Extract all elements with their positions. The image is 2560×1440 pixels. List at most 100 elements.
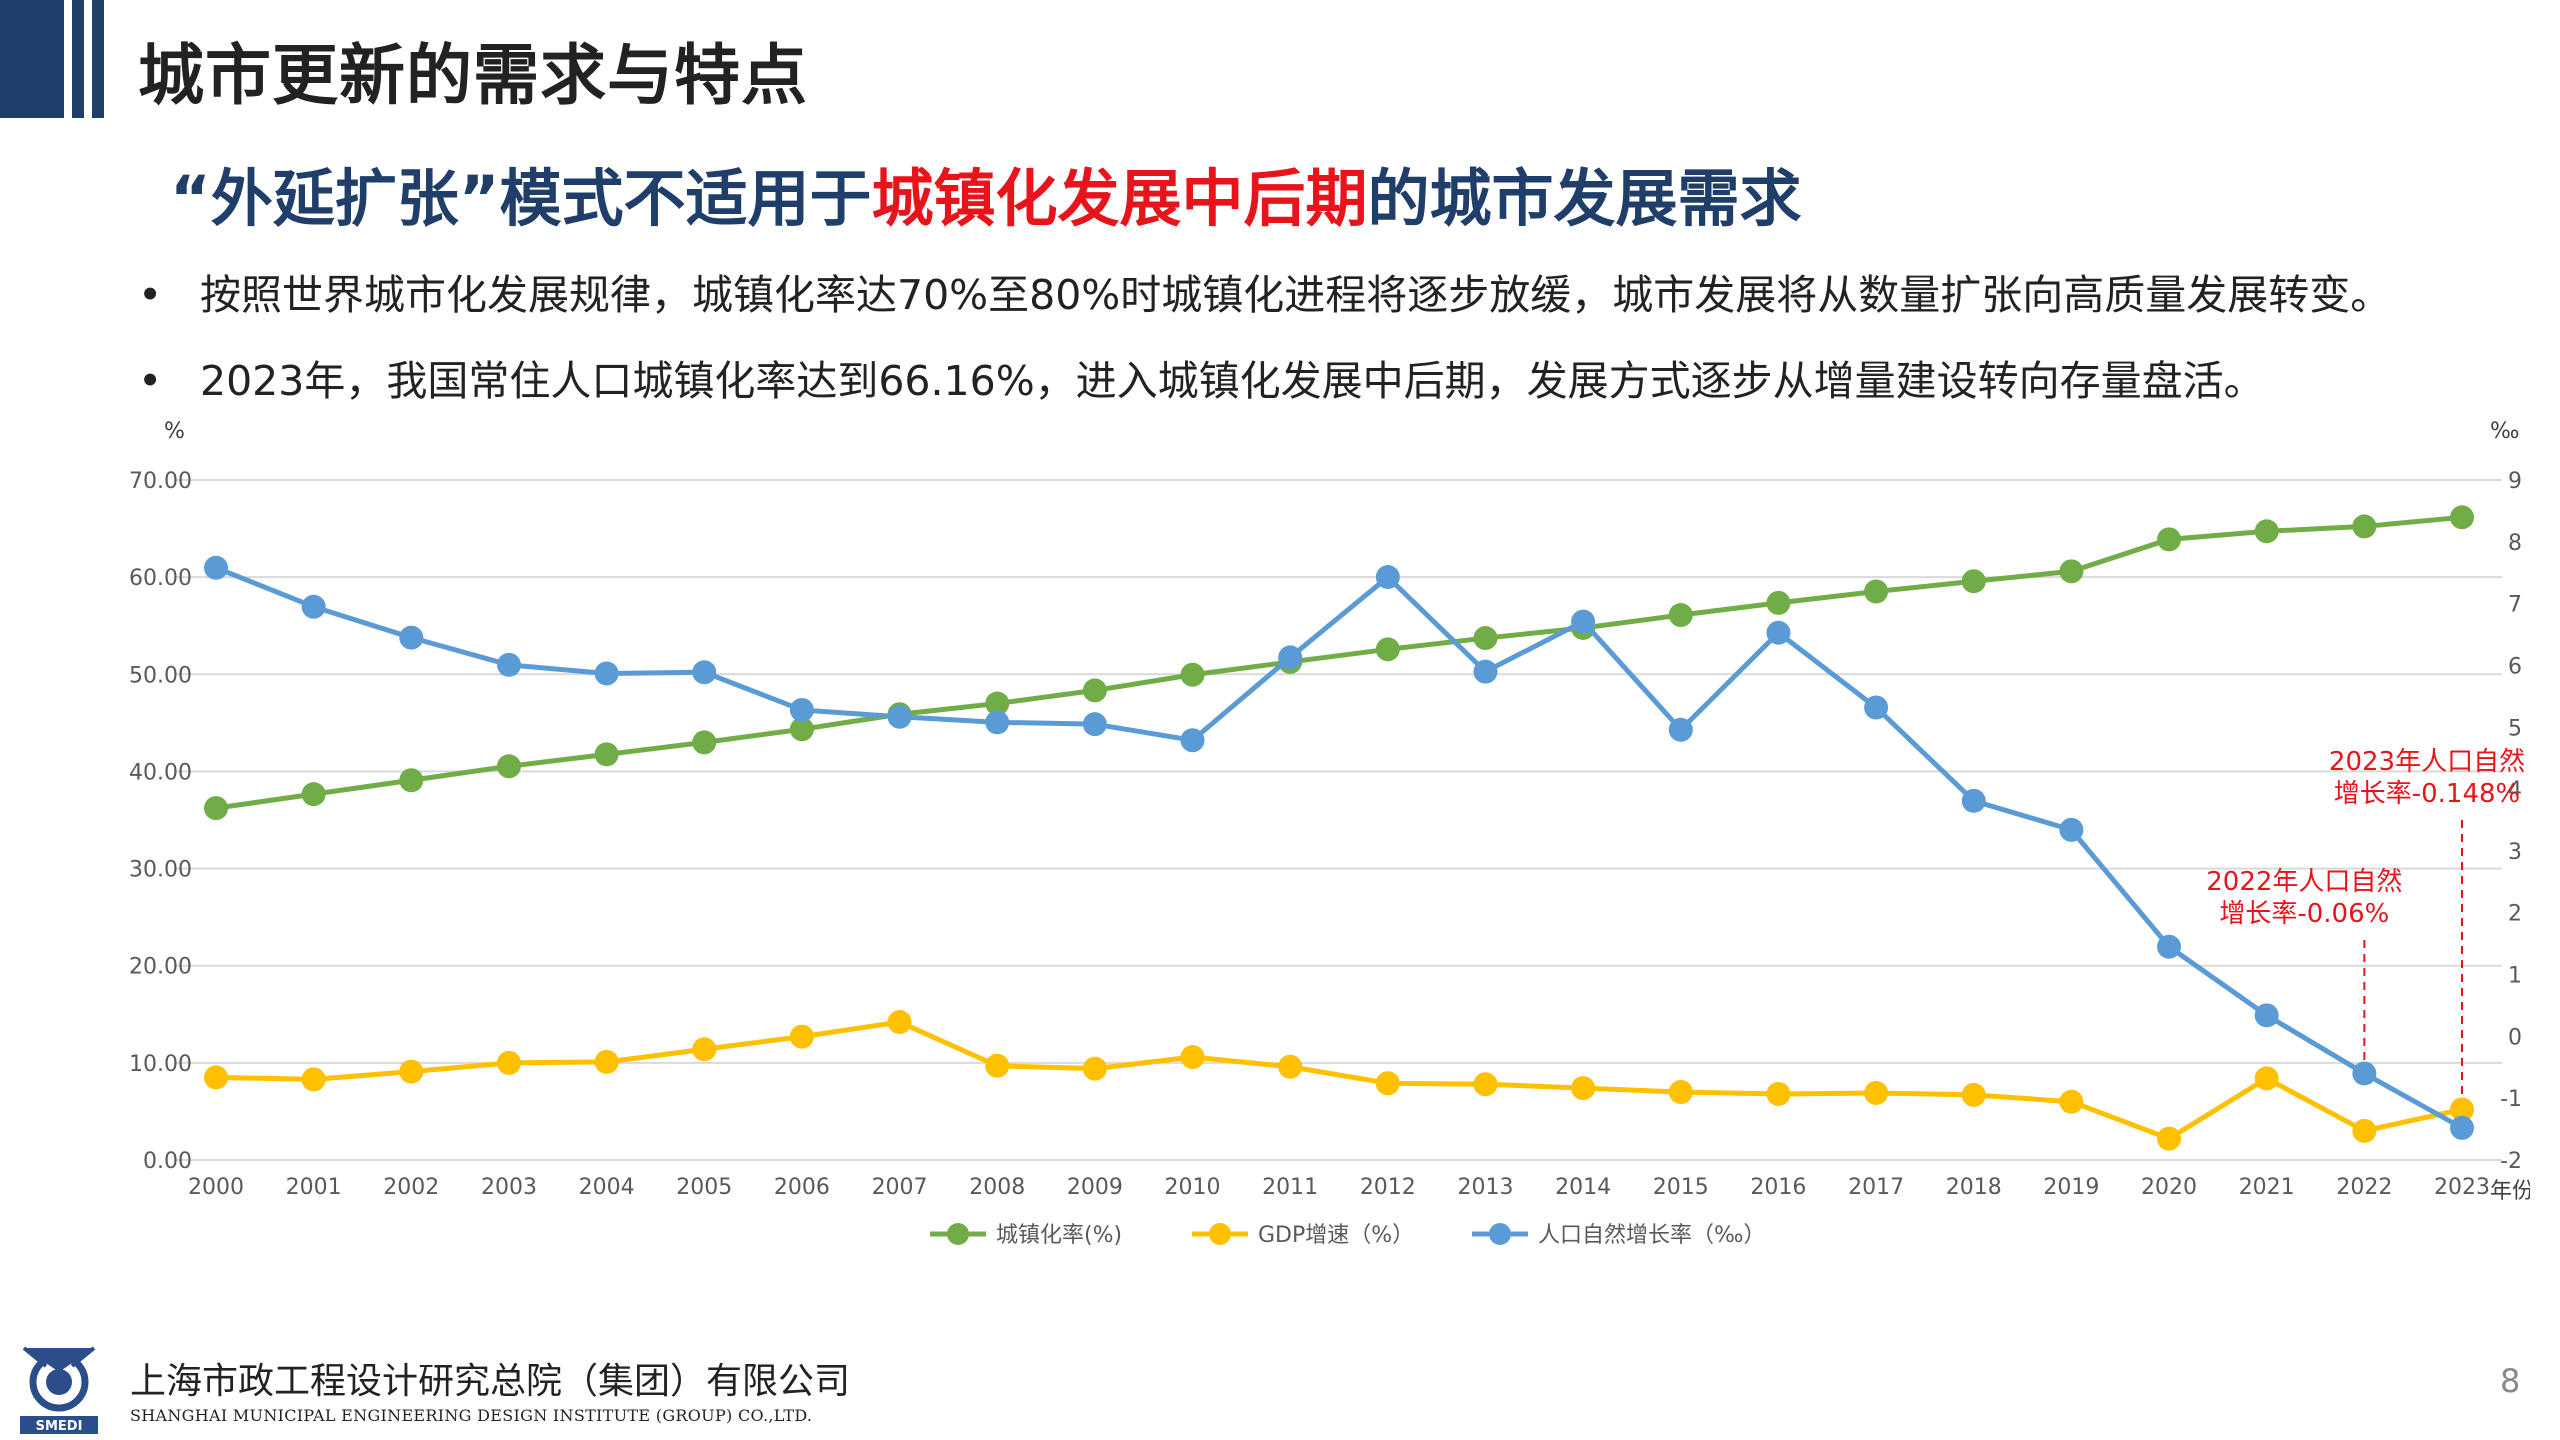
y-right-unit: ‰ [2490, 419, 2520, 444]
data-point [1375, 637, 1400, 662]
data-point [2059, 817, 2084, 842]
data-point [2157, 527, 2182, 552]
data-point [1571, 1076, 1596, 1101]
data-point [985, 1053, 1010, 1078]
data-point [1375, 1071, 1400, 1096]
x-tick-label: 2004 [579, 1175, 635, 1200]
data-point [692, 660, 717, 685]
data-point [1766, 1081, 1791, 1106]
x-tick-label: 2003 [481, 1175, 537, 1200]
y-right-tick-label: 8 [2508, 531, 2522, 556]
y-right-tick-label: -2 [2500, 1149, 2522, 1174]
company-name-en: SHANGHAI MUNICIPAL ENGINEERING DESIGN IN… [130, 1406, 813, 1425]
company-logo: SMEDI [18, 1338, 100, 1436]
y-right-tick-label: 3 [2508, 840, 2522, 865]
subtitle-part-1: “外延扩张”模式不适用于 [170, 162, 872, 235]
data-point [789, 1024, 814, 1049]
legend-label: 人口自然增长率（‰） [1538, 1223, 1766, 1248]
data-point [2254, 519, 2279, 544]
x-tick-label: 2012 [1360, 1175, 1416, 1200]
company-name-cn: 上海市政工程设计研究总院（集团）有限公司 [130, 1361, 851, 1402]
series-line [215, 514, 2463, 811]
page-title: 城市更新的需求与特点 [138, 37, 808, 114]
y-right-tick-label: -1 [2500, 1087, 2522, 1112]
y-right-tick-label: 1 [2508, 964, 2522, 989]
slide-subtitle: “外延扩张”模式不适用于城镇化发展中后期的城市发展需求 [170, 148, 1802, 238]
x-tick-label: 2002 [383, 1175, 439, 1200]
annotation-label: 2022年人口自然 [2206, 867, 2402, 897]
data-point [301, 782, 326, 807]
data-point [2450, 1115, 2474, 1140]
data-point [594, 1049, 619, 1074]
data-point [887, 1010, 912, 1035]
data-point [594, 661, 619, 686]
bullet-item: • 2023年，我国常住人口城镇化率达到66.16%，进入城镇化发展中后期，发展方… [138, 354, 2391, 408]
data-point [399, 768, 424, 793]
annotation-label: 增长率-0.06% [2219, 899, 2389, 929]
x-tick-label: 2014 [1555, 1175, 1611, 1200]
y-left-tick-label: 20.00 [130, 955, 192, 980]
x-tick-label: 2000 [188, 1175, 244, 1200]
y-left-unit: % [164, 419, 185, 444]
x-tick-label: 2019 [2043, 1175, 2099, 1200]
bullet-dot: • [138, 271, 163, 319]
data-point [1668, 603, 1693, 628]
x-tick-label: 2018 [1946, 1175, 2002, 1200]
data-point [496, 754, 521, 779]
x-tick-label: 2008 [969, 1175, 1025, 1200]
data-point [204, 1065, 228, 1090]
data-point [2157, 1126, 2182, 1151]
bullet-item: • 按照世界城市化发展规律，城镇化率达70%至80%时城镇化进程将逐步放缓，城市发… [138, 268, 2391, 322]
data-point [2254, 1066, 2279, 1091]
x-tick-label: 2005 [676, 1175, 732, 1200]
data-point [985, 710, 1010, 735]
data-point [496, 1050, 521, 1075]
x-tick-label: 2016 [1750, 1175, 1806, 1200]
legend-marker [1489, 1223, 1511, 1245]
title-bar-wide [0, 0, 64, 118]
page-number: 8 [2500, 1362, 2521, 1400]
data-point [1473, 659, 1498, 684]
data-point [887, 704, 912, 729]
data-point [1571, 609, 1596, 634]
data-point [1961, 569, 1986, 594]
x-tick-label: 2006 [774, 1175, 830, 1200]
data-point [2352, 1118, 2377, 1143]
data-point [1082, 678, 1107, 703]
data-point [2254, 1003, 2279, 1028]
bullet-dot: • [138, 357, 163, 405]
logo-icon: SMEDI [20, 1346, 98, 1434]
data-point [2352, 1061, 2377, 1086]
annotation-label: 2023年人口自然 [2329, 747, 2525, 777]
x-tick-label: 2021 [2239, 1175, 2295, 1200]
urbanization-chart: 0.00 10.00 20.00 30.00 40.00 50.00 60.00 70.00 -… [130, 418, 2530, 1278]
legend-label: GDP增速（%） [1258, 1223, 1414, 1248]
y-left-tick-label: 10.00 [130, 1052, 192, 1077]
y-left-tick-label: 60.00 [130, 566, 192, 591]
x-tick-label: 2011 [1262, 1175, 1318, 1200]
data-point [1375, 565, 1400, 590]
data-point [204, 796, 228, 821]
title-bar-mid [72, 0, 84, 118]
data-point [1864, 1080, 1889, 1105]
y-left-tick-label: 30.00 [130, 858, 192, 883]
data-point [2450, 505, 2474, 530]
bullet-text: 按照世界城市化发展规律，城镇化率达70%至80%时城镇化进程将逐步放缓，城市发展… [200, 271, 2392, 319]
data-point [594, 742, 619, 767]
y-right-tick-label: 5 [2508, 716, 2522, 741]
data-point [2352, 514, 2377, 539]
annotation-label: 增长率-0.148% [2334, 779, 2521, 809]
data-point [399, 625, 424, 650]
x-tick-label: 2017 [1848, 1175, 1904, 1200]
bullet-list: • 按照世界城市化发展规律，城镇化率达70%至80%时城镇化进程将逐步放缓，城市发… [138, 268, 2391, 440]
data-point [301, 1067, 326, 1092]
data-point [1961, 1082, 1986, 1107]
chart-svg: 0.00 10.00 20.00 30.00 40.00 50.00 60.00 70.00 -… [130, 419, 2530, 1248]
data-point [1180, 662, 1205, 687]
x-tick-label: 2020 [2141, 1175, 2197, 1200]
legend-marker [947, 1223, 969, 1245]
y-left-tick-label: 0.00 [143, 1149, 192, 1174]
data-point [1668, 1080, 1693, 1104]
y-right-tick-label: 4 [2508, 778, 2522, 803]
y-right-tick-label: 7 [2508, 593, 2522, 618]
